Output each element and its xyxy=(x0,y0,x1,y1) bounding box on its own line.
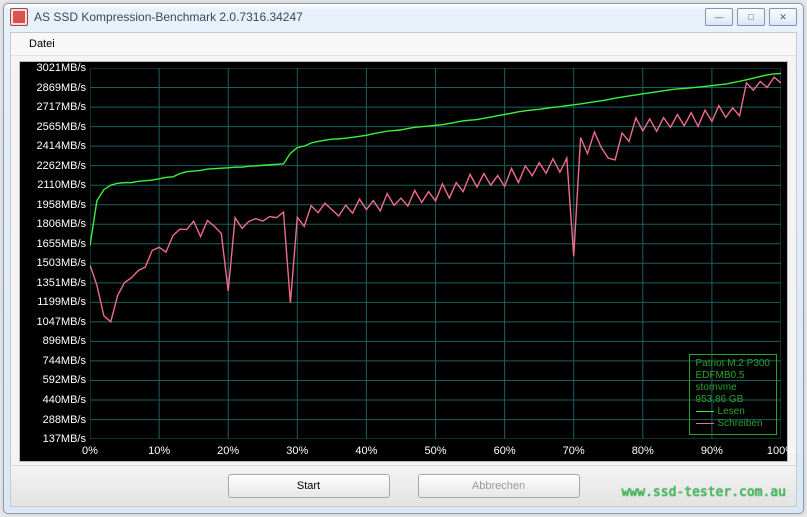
y-tick-label: 2414MB/s xyxy=(20,140,86,152)
close-button[interactable]: ✕ xyxy=(769,8,797,26)
x-tick-label: 0% xyxy=(82,445,98,457)
y-tick-label: 3021MB/s xyxy=(20,62,86,74)
y-tick-label: 896MB/s xyxy=(20,335,86,347)
minimize-button[interactable]: — xyxy=(705,8,733,26)
x-tick-label: 50% xyxy=(424,445,446,457)
menubar: Datei xyxy=(11,33,796,56)
watermark: www.ssd-tester.com.au xyxy=(622,485,786,500)
window-title: AS SSD Kompression-Benchmark 2.0.7316.34… xyxy=(34,10,705,24)
y-tick-label: 137MB/s xyxy=(20,433,86,445)
y-tick-label: 2110MB/s xyxy=(20,179,86,191)
y-tick-label: 1958MB/s xyxy=(20,199,86,211)
y-tick-label: 288MB/s xyxy=(20,414,86,426)
app-window: AS SSD Kompression-Benchmark 2.0.7316.34… xyxy=(3,3,804,514)
titlebar: AS SSD Kompression-Benchmark 2.0.7316.34… xyxy=(4,4,803,30)
y-tick-label: 744MB/s xyxy=(20,355,86,367)
app-icon xyxy=(10,8,28,26)
chart-area: Patriot M.2 P300 EDFMB0.5 stornvme 953,8… xyxy=(19,61,788,462)
start-button[interactable]: Start xyxy=(228,474,390,498)
x-tick-label: 60% xyxy=(494,445,516,457)
x-tick-label: 70% xyxy=(563,445,585,457)
x-tick-label: 10% xyxy=(148,445,170,457)
chart-plot xyxy=(90,68,781,439)
y-tick-label: 592MB/s xyxy=(20,374,86,386)
y-tick-label: 440MB/s xyxy=(20,394,86,406)
legend-fw: EDFMB0.5 xyxy=(696,370,770,382)
legend: Patriot M.2 P300 EDFMB0.5 stornvme 953,8… xyxy=(689,354,777,435)
y-tick-label: 1047MB/s xyxy=(20,316,86,328)
x-tick-label: 40% xyxy=(355,445,377,457)
legend-driver: stornvme xyxy=(696,382,770,394)
x-tick-label: 100% xyxy=(767,445,795,457)
legend-device: Patriot M.2 P300 xyxy=(696,358,770,370)
y-tick-label: 2565MB/s xyxy=(20,121,86,133)
x-tick-label: 30% xyxy=(286,445,308,457)
legend-write: Schreiben xyxy=(696,418,770,430)
button-bar: Start Abbrechen www.ssd-tester.com.au xyxy=(11,465,796,506)
x-tick-label: 80% xyxy=(632,445,654,457)
abort-button[interactable]: Abbrechen xyxy=(418,474,580,498)
y-tick-label: 1351MB/s xyxy=(20,277,86,289)
y-tick-label: 1503MB/s xyxy=(20,257,86,269)
x-tick-label: 20% xyxy=(217,445,239,457)
y-tick-label: 1806MB/s xyxy=(20,218,86,230)
y-tick-label: 1199MB/s xyxy=(20,296,86,308)
client-area: Datei Patriot M.2 P300 EDFMB0.5 stornvme… xyxy=(10,32,797,507)
menu-datei[interactable]: Datei xyxy=(21,36,63,52)
y-tick-label: 2717MB/s xyxy=(20,101,86,113)
y-tick-label: 2262MB/s xyxy=(20,160,86,172)
maximize-button[interactable]: □ xyxy=(737,8,765,26)
y-tick-label: 1655MB/s xyxy=(20,238,86,250)
legend-size: 953,86 GB xyxy=(696,394,770,406)
y-tick-label: 2869MB/s xyxy=(20,82,86,94)
x-tick-label: 90% xyxy=(701,445,723,457)
legend-read: Lesen xyxy=(696,406,770,418)
